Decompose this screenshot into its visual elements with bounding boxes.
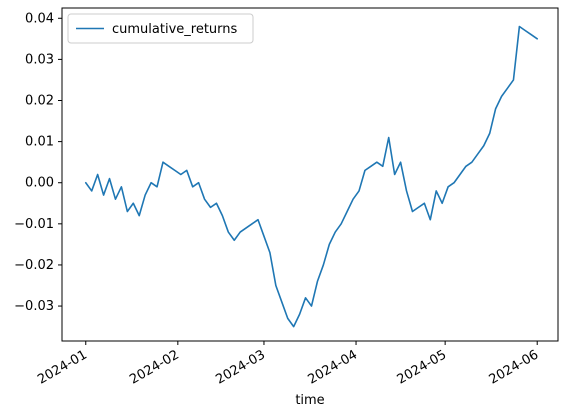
legend: cumulative_returns: [68, 14, 253, 43]
x-axis-ticks: 2024-01 2024-02 2024-03 2024-04 2024-05 2024-…: [35, 341, 541, 388]
x-tick-label-5: 2024-06: [487, 347, 542, 387]
series-line-0: [86, 27, 537, 327]
plot-frame: [62, 8, 558, 341]
y-tick-label-0: 0.04: [25, 11, 54, 26]
y-axis-ticks: 0.04 0.03 0.02 0.01 0.00 −0.01 −0.02 −0.03: [14, 11, 62, 314]
x-tick-label-2: 2024-03: [213, 347, 268, 387]
y-tick-label-6: −0.02: [14, 258, 54, 273]
x-tick-label-1: 2024-02: [127, 347, 182, 387]
y-tick-label-3: 0.01: [25, 135, 54, 150]
y-tick-label-1: 0.03: [25, 52, 54, 67]
plot-layer: [86, 26, 538, 326]
y-tick-label-2: 0.02: [25, 94, 54, 109]
x-axis-label: time: [295, 393, 324, 408]
y-tick-label-5: −0.01: [14, 217, 54, 232]
x-tick-label-0: 2024-01: [35, 347, 90, 387]
legend-label: cumulative_returns: [112, 22, 238, 37]
x-tick-label-4: 2024-05: [395, 347, 450, 387]
y-tick-label-4: 0.00: [25, 176, 54, 191]
y-tick-label-7: −0.03: [14, 299, 54, 314]
x-tick-label-3: 2024-04: [305, 347, 360, 387]
